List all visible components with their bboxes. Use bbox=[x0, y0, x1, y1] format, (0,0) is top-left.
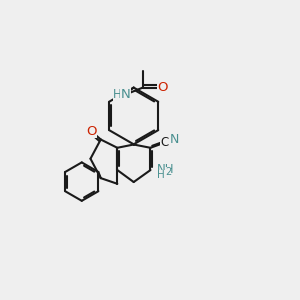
Text: N: N bbox=[170, 133, 179, 146]
Text: C: C bbox=[160, 136, 169, 149]
Text: 2: 2 bbox=[165, 167, 171, 177]
Text: N: N bbox=[121, 88, 130, 100]
Text: H: H bbox=[113, 88, 122, 100]
Text: H: H bbox=[157, 170, 165, 180]
Text: O: O bbox=[86, 125, 97, 138]
Text: O: O bbox=[157, 81, 168, 94]
Text: NH: NH bbox=[157, 163, 174, 176]
